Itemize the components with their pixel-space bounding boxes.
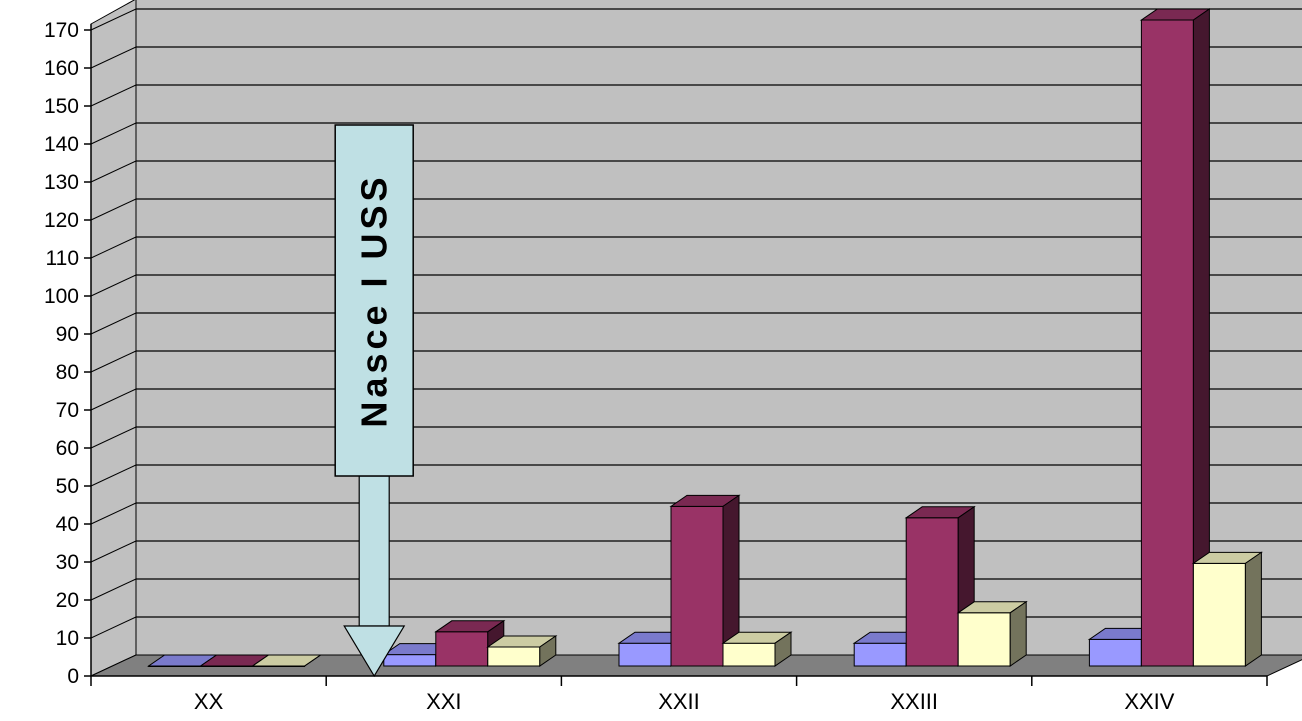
bar: [670, 505, 724, 667]
y-tick-label: 50: [56, 475, 79, 498]
y-tick-label: 10: [56, 627, 79, 650]
gridline-side: [90, 274, 137, 297]
bar-side: [539, 635, 557, 667]
x-tick-label: XXIII: [890, 689, 938, 714]
gridline-side: [90, 426, 137, 449]
gridline-side: [90, 540, 137, 563]
gridline-side: [90, 388, 137, 411]
gridline-side: [90, 236, 137, 259]
bar: [1140, 19, 1194, 667]
gridline-side: [90, 122, 137, 145]
bar: [1088, 638, 1142, 667]
bar: [435, 631, 489, 667]
gridline-side: [90, 350, 137, 373]
y-tick-label: 160: [44, 57, 79, 80]
y-tick-label: 60: [56, 437, 79, 460]
side-wall: [90, 0, 137, 677]
x-tick-label: XXI: [426, 689, 461, 714]
annotation-label: Nasce I USS: [354, 173, 395, 427]
bar-side: [1244, 551, 1262, 667]
x-tick-label: XXII: [658, 689, 700, 714]
y-tick-label: 0: [67, 665, 79, 688]
gridline-side: [90, 502, 137, 525]
y-tick-label: 130: [44, 171, 79, 194]
gridline-side: [90, 464, 137, 487]
bar-side: [304, 654, 321, 667]
bar: [853, 642, 907, 667]
y-tick-label: 170: [44, 19, 79, 42]
gridline-side: [90, 160, 137, 183]
bar: [957, 612, 1011, 667]
y-tick-label: 140: [44, 133, 79, 156]
y-tick-label: 80: [56, 361, 79, 384]
x-tick-label: XXIV: [1124, 689, 1174, 714]
gridline-side: [90, 312, 137, 335]
annotation-arrow-head: [343, 625, 406, 678]
y-tick-label: 20: [56, 589, 79, 612]
y-tick-label: 150: [44, 95, 79, 118]
bar: [383, 654, 437, 667]
bar: [905, 517, 959, 667]
y-tick-label: 90: [56, 323, 79, 346]
gridline-side: [90, 84, 137, 107]
gridline-side: [90, 616, 137, 639]
bar: [722, 642, 776, 667]
y-tick-label: 70: [56, 399, 79, 422]
y-tick-label: 110: [46, 247, 79, 270]
y-tick-label: 40: [56, 513, 79, 536]
bar: [487, 646, 541, 667]
annotation-box: [334, 124, 414, 477]
gridline-side: [90, 46, 137, 69]
y-tick-label: 30: [56, 551, 79, 574]
y-tick-label: 100: [44, 285, 79, 308]
bar: [1192, 562, 1246, 667]
bar-side: [774, 631, 792, 667]
annotation-arrow-shaft: [358, 475, 390, 627]
gridline-side: [90, 198, 137, 221]
bar-side: [1009, 600, 1027, 667]
x-tick-label: XX: [194, 689, 224, 714]
gridline-side: [90, 8, 137, 31]
bar: [618, 642, 672, 667]
y-tick-label: 120: [44, 209, 79, 232]
gridline-side: [90, 578, 137, 601]
